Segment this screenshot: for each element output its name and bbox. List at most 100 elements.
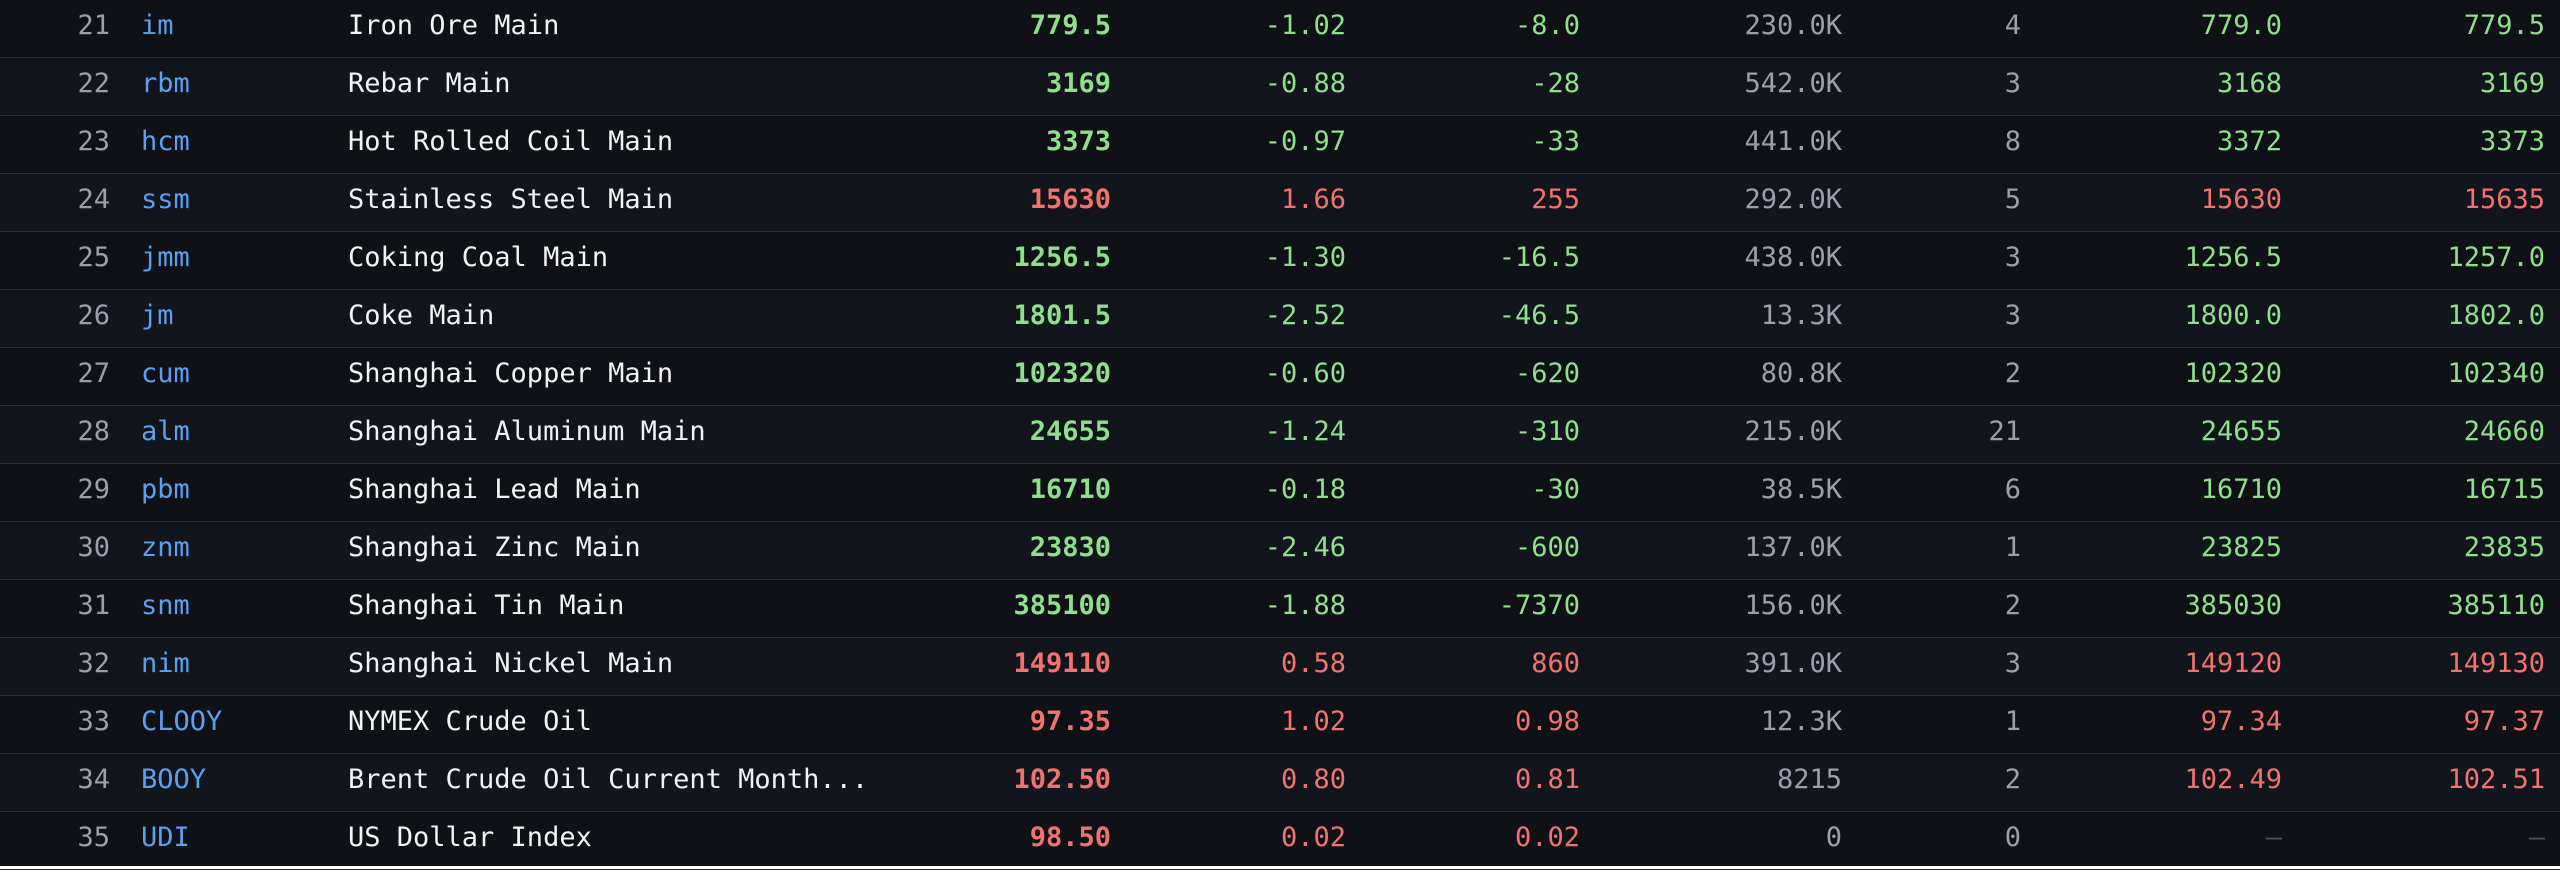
- change-amount: 0.02: [1514, 822, 1580, 853]
- row-index: 35: [77, 822, 110, 853]
- volume: 80.8K: [1760, 358, 1842, 389]
- table-row[interactable]: 34 BOOY Brent Crude Oil Current Month... 10…: [0, 754, 2560, 812]
- table-row[interactable]: 27 cum Shanghai Copper Main 102320 -0.60 -620…: [0, 348, 2560, 406]
- change-amount: -600: [1514, 532, 1580, 563]
- instrument-name: Shanghai Tin Main: [348, 590, 625, 621]
- symbol-code: pbm: [141, 474, 190, 505]
- change-amount: -310: [1514, 416, 1580, 447]
- trade-count: 3: [2004, 300, 2021, 331]
- last-price: 102.50: [1013, 764, 1111, 795]
- trade-count: 1: [2004, 706, 2021, 737]
- last-price: 779.5: [1029, 10, 1111, 41]
- volume: 38.5K: [1760, 474, 1842, 505]
- table-row[interactable]: 23 hcm Hot Rolled Coil Main 3373 -0.97 -33 441…: [0, 116, 2560, 174]
- change-percent: -1.24: [1264, 416, 1346, 447]
- symbol-code: snm: [141, 590, 190, 621]
- bid-price: —: [2265, 822, 2282, 853]
- volume: 156.0K: [1744, 590, 1842, 621]
- trade-count: 2: [2004, 764, 2021, 795]
- symbol-code: alm: [141, 416, 190, 447]
- instrument-name: Stainless Steel Main: [348, 184, 674, 215]
- ask-price: 149130: [2447, 648, 2545, 679]
- instrument-name: Iron Ore Main: [348, 10, 560, 41]
- symbol-code: rbm: [141, 68, 190, 99]
- ask-price: 1257.0: [2447, 242, 2545, 273]
- volume: 137.0K: [1744, 532, 1842, 563]
- table-row[interactable]: 31 snm Shanghai Tin Main 385100 -1.88 -7370 15…: [0, 580, 2560, 638]
- trade-count: 2: [2004, 590, 2021, 621]
- trade-count: 8: [2004, 126, 2021, 157]
- volume: 215.0K: [1744, 416, 1842, 447]
- volume: 12.3K: [1760, 706, 1842, 737]
- symbol-code: UDI: [141, 822, 190, 853]
- symbol-code: znm: [141, 532, 190, 563]
- table-row[interactable]: 28 alm Shanghai Aluminum Main 24655 -1.24 -31…: [0, 406, 2560, 464]
- trade-count: 3: [2004, 68, 2021, 99]
- instrument-name: Rebar Main: [348, 68, 511, 99]
- change-percent: -0.97: [1264, 126, 1346, 157]
- volume: 391.0K: [1744, 648, 1842, 679]
- volume: 13.3K: [1760, 300, 1842, 331]
- ask-price: 102.51: [2447, 764, 2545, 795]
- volume: 292.0K: [1744, 184, 1842, 215]
- table-row[interactable]: 25 jmm Coking Coal Main 1256.5 -1.30 -16.5 438…: [0, 232, 2560, 290]
- instrument-name: Shanghai Aluminum Main: [348, 416, 706, 447]
- volume: 230.0K: [1744, 10, 1842, 41]
- table-row[interactable]: 26 jm Coke Main 1801.5 -2.52 -46.5 13.3K 3 1800.…: [0, 290, 2560, 348]
- ask-price: 102340: [2447, 358, 2545, 389]
- last-price: 23830: [1029, 532, 1111, 563]
- bid-price: 102320: [2184, 358, 2282, 389]
- symbol-code: im: [141, 10, 174, 41]
- row-index: 26: [77, 300, 110, 331]
- symbol-code: CLOOY: [141, 706, 223, 737]
- change-amount: -28: [1531, 68, 1580, 99]
- bid-price: 1256.5: [2184, 242, 2282, 273]
- ask-price: 779.5: [2463, 10, 2545, 41]
- volume: 8215: [1776, 764, 1842, 795]
- bid-price: 24655: [2200, 416, 2282, 447]
- trade-count: 0: [2004, 822, 2021, 853]
- change-percent: -1.02: [1264, 10, 1346, 41]
- change-amount: -46.5: [1498, 300, 1580, 331]
- table-row[interactable]: 32 nim Shanghai Nickel Main 149110 0.58 860 39…: [0, 638, 2560, 696]
- ask-price: 3169: [2479, 68, 2545, 99]
- row-index: 22: [77, 68, 110, 99]
- instrument-name: NYMEX Crude Oil: [348, 706, 592, 737]
- bid-price: 97.34: [2200, 706, 2282, 737]
- last-price: 15630: [1029, 184, 1111, 215]
- bid-price: 3168: [2216, 68, 2282, 99]
- change-amount: -620: [1514, 358, 1580, 389]
- change-amount: 255: [1531, 184, 1580, 215]
- change-percent: 1.66: [1280, 184, 1346, 215]
- last-price: 149110: [1013, 648, 1111, 679]
- change-percent: -2.46: [1264, 532, 1346, 563]
- table-row[interactable]: 29 pbm Shanghai Lead Main 16710 -0.18 -30 38.5…: [0, 464, 2560, 522]
- table-row[interactable]: 35 UDI US Dollar Index 98.50 0.02 0.02 0 0 — —: [0, 812, 2560, 870]
- last-price: 3169: [1045, 68, 1111, 99]
- bid-price: 23825: [2200, 532, 2282, 563]
- bid-price: 779.0: [2200, 10, 2282, 41]
- bid-price: 385030: [2184, 590, 2282, 621]
- last-price: 24655: [1029, 416, 1111, 447]
- change-amount: -8.0: [1514, 10, 1580, 41]
- last-price: 16710: [1029, 474, 1111, 505]
- change-amount: -33: [1531, 126, 1580, 157]
- table-row[interactable]: 24 ssm Stainless Steel Main 15630 1.66 255 292…: [0, 174, 2560, 232]
- change-percent: -1.88: [1264, 590, 1346, 621]
- bid-price: 149120: [2184, 648, 2282, 679]
- row-index: 21: [77, 10, 110, 41]
- last-price: 1256.5: [1013, 242, 1111, 273]
- instrument-name: Brent Crude Oil Current Month...: [348, 764, 869, 795]
- table-row[interactable]: 33 CLOOY NYMEX Crude Oil 97.35 1.02 0.98 12.3K…: [0, 696, 2560, 754]
- table-row[interactable]: 21 im Iron Ore Main 779.5 -1.02 -8.0 230.0K 4 77…: [0, 0, 2560, 58]
- ask-price: 16715: [2463, 474, 2545, 505]
- table-row[interactable]: 22 rbm Rebar Main 3169 -0.88 -28 542.0K 3 3168 31…: [0, 58, 2560, 116]
- trade-count: 3: [2004, 648, 2021, 679]
- symbol-code: cum: [141, 358, 190, 389]
- last-price: 1801.5: [1013, 300, 1111, 331]
- row-index: 34: [77, 764, 110, 795]
- trade-count: 6: [2004, 474, 2021, 505]
- table-row[interactable]: 30 znm Shanghai Zinc Main 23830 -2.46 -600 137…: [0, 522, 2560, 580]
- ask-price: 3373: [2479, 126, 2545, 157]
- instrument-name: Shanghai Copper Main: [348, 358, 674, 389]
